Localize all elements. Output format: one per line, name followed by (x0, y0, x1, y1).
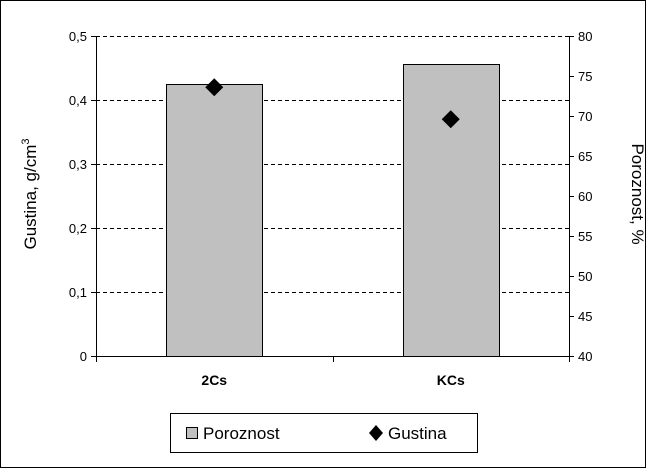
y-right-tick-label: 75 (578, 69, 592, 84)
y-right-tick-label: 65 (578, 149, 592, 164)
y-axis-left-title: Gustina, g/cm3 (20, 139, 40, 250)
y-right-tick-label: 80 (578, 29, 592, 44)
marker-gustina-2cs (205, 78, 224, 97)
y-right-tick-label: 60 (578, 189, 592, 204)
legend-label-poroznost: Poroznost (203, 424, 280, 443)
y-axis-left-title-superscript: 3 (20, 139, 32, 145)
legend-marker-gustina (369, 425, 383, 441)
y-left-tick-label: 0,1 (69, 285, 87, 300)
y-left-tick-label: 0,5 (69, 29, 87, 44)
markers (205, 78, 460, 129)
x-tick-label-2cs: 2Cs (201, 372, 227, 388)
y-axis-left-title-text: Gustina, g/cm (21, 145, 40, 250)
legend-label-gustina: Gustina (388, 424, 447, 443)
y-right-tick-label: 45 (578, 309, 592, 324)
legend-box (170, 413, 478, 453)
y-left-tick-label: 0 (80, 349, 87, 364)
legend: Poroznost Gustina (170, 413, 478, 453)
bar-2cs (166, 84, 263, 357)
y-right-tick-label: 40 (578, 349, 592, 364)
x-tick-label-kcs: KCs (437, 372, 465, 388)
y-right-tick-label: 70 (578, 109, 592, 124)
axes: 0 0,1 0,2 0,3 0,4 0,5 40 45 50 55 60 65 70 75 80 2Cs KCs (69, 29, 593, 388)
y-left-tick-label: 0,4 (69, 93, 87, 108)
y-right-tick-label: 55 (578, 229, 592, 244)
bar-kcs (403, 64, 500, 357)
y-axis-right-title: Poroznost, % (628, 143, 646, 244)
marker-gustina-kcs (441, 110, 460, 129)
legend-swatch-poroznost (186, 427, 198, 439)
y-left-tick-label: 0,2 (69, 221, 87, 236)
y-left-tick-label: 0,3 (69, 157, 87, 172)
y-right-tick-label: 50 (578, 269, 592, 284)
